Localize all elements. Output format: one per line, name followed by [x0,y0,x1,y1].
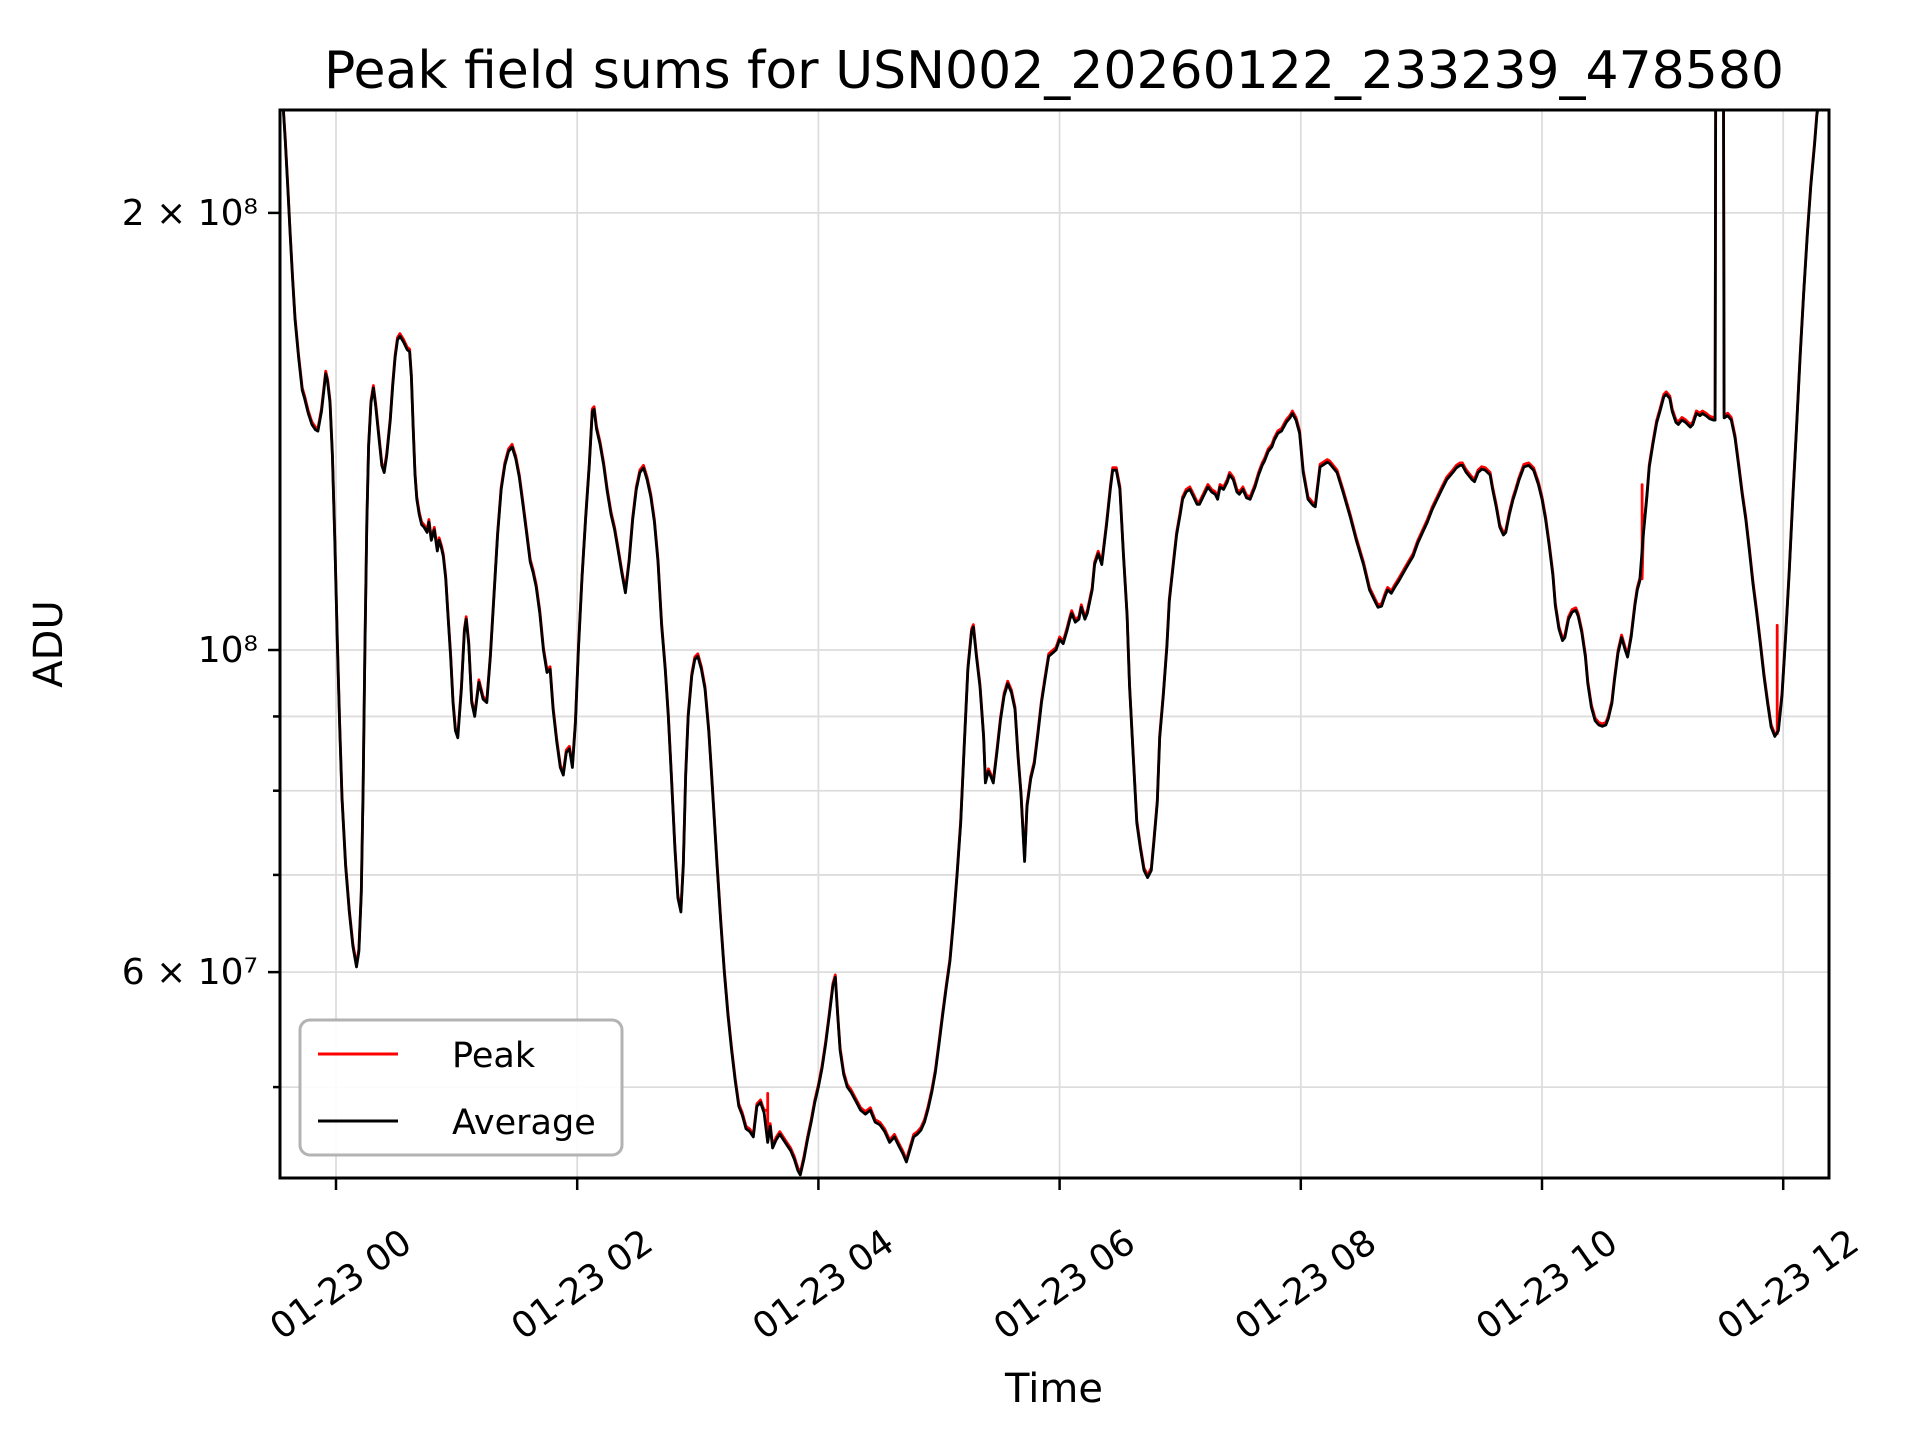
x-axis-label: Time [1004,1366,1103,1412]
average-series-line [281,110,1820,1177]
x-tick-label: 01-23 02 [504,1222,660,1348]
x-tick-label: 01-23 04 [745,1222,901,1348]
y-tick-label: 2 × 10⁸ [122,193,258,234]
legend: Peak Average [298,1018,624,1157]
x-tick-label: 01-23 12 [1710,1222,1866,1348]
x-tick-label: 01-23 10 [1469,1222,1625,1348]
x-tick-label: 01-23 00 [263,1222,419,1348]
peak-series-line [282,110,1819,1174]
y-axis-label: ADU [26,600,72,687]
x-tick-label: 01-23 06 [987,1222,1143,1348]
plot-border [278,108,1831,1180]
legend-peak-label: Peak [452,1036,536,1076]
x-tick-label: 01-23 08 [1228,1222,1384,1348]
y-tick-label: 10⁸ [198,630,258,671]
y-tick-label: 6 × 10⁷ [122,952,258,993]
axis-ticks [268,211,1785,1190]
grid-lines [280,110,1829,1178]
chart-title: Peak field sums for USN002_20260122_2332… [324,41,1784,101]
legend-average-label: Average [452,1103,596,1143]
